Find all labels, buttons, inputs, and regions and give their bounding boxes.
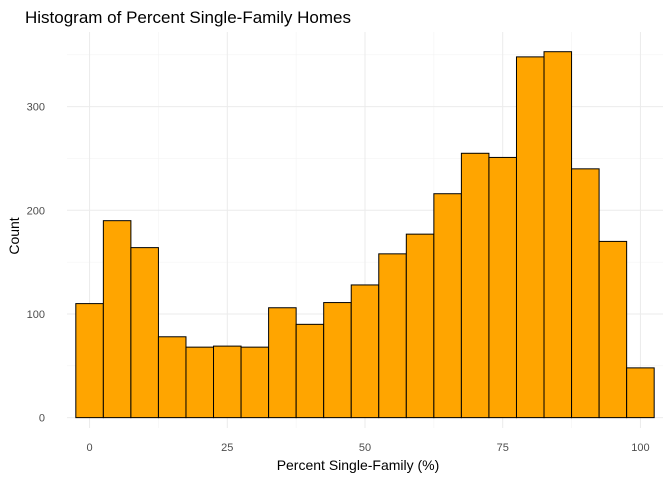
histogram-bar xyxy=(295,323,325,419)
histogram-bar xyxy=(598,240,628,419)
x-axis-title: Percent Single-Family (%) xyxy=(277,457,440,473)
histogram-bar xyxy=(460,152,490,419)
x-tick-label: 50 xyxy=(359,442,371,454)
y-axis-ticks: 0 100 200 300 xyxy=(27,102,45,425)
histogram-bar xyxy=(571,168,600,419)
histogram-bar xyxy=(626,367,655,419)
y-tick-label: 0 xyxy=(39,413,45,425)
histogram-bar xyxy=(75,303,104,419)
histogram-bar xyxy=(102,220,132,419)
histogram-bar xyxy=(157,336,187,419)
x-axis-ticks: 0 25 50 75 100 xyxy=(87,442,650,454)
histogram-bar xyxy=(433,193,462,419)
y-tick-label: 200 xyxy=(27,205,45,217)
histogram-bar xyxy=(268,307,297,419)
histogram-bar xyxy=(405,233,435,419)
y-axis-title: Count xyxy=(6,217,22,254)
histogram-bar xyxy=(185,346,215,419)
histogram-bar xyxy=(323,302,352,419)
histogram-bar xyxy=(543,51,573,419)
x-tick-label: 25 xyxy=(221,442,233,454)
histogram-bar xyxy=(130,247,159,419)
histogram-bar xyxy=(378,253,407,419)
histogram-bar xyxy=(350,284,380,419)
histogram-bar xyxy=(213,345,242,419)
x-tick-label: 100 xyxy=(631,442,649,454)
y-tick-label: 100 xyxy=(27,309,45,321)
y-tick-label: 300 xyxy=(27,102,45,114)
chart-title: Histogram of Percent Single-Family Homes xyxy=(25,8,351,27)
histogram-bars xyxy=(75,51,655,419)
histogram-bar xyxy=(240,346,270,419)
histogram-bar xyxy=(515,56,545,419)
x-tick-label: 75 xyxy=(497,442,509,454)
histogram-bar xyxy=(488,156,517,419)
x-tick-label: 0 xyxy=(87,442,93,454)
